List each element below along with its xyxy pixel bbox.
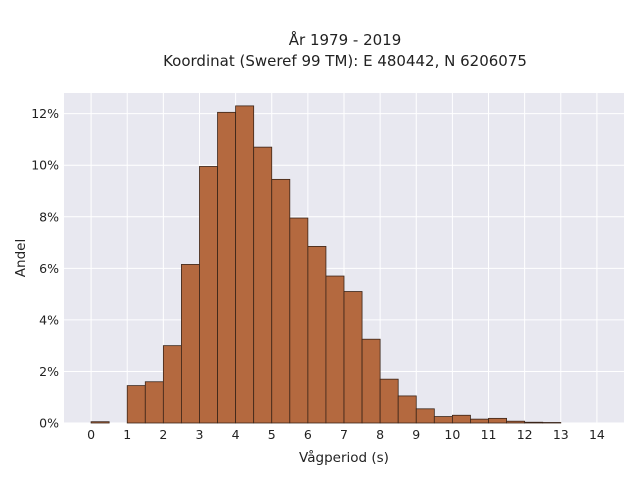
y-tick-label: 4% — [39, 312, 59, 327]
y-tick-label: 10% — [31, 158, 59, 173]
histogram-bar — [162, 345, 182, 424]
y-tick-label: 2% — [39, 364, 59, 379]
x-axis-label: Vågperiod (s) — [299, 449, 389, 466]
histogram-bar — [415, 408, 435, 424]
histogram-bar — [181, 264, 200, 424]
y-tick-label: 8% — [39, 209, 59, 224]
histogram-bar — [289, 217, 309, 424]
histogram-bar — [542, 422, 562, 424]
y-axis-label: Andel — [13, 239, 29, 277]
x-tick-label: 14 — [589, 427, 605, 442]
histogram-bar — [506, 420, 526, 424]
histogram-bar — [253, 146, 273, 424]
x-tick-label: 13 — [553, 427, 569, 442]
histogram-bar — [470, 418, 489, 424]
histogram-bar — [90, 421, 110, 424]
bars — [90, 105, 562, 424]
histogram-bar — [433, 416, 453, 424]
chart-title: År 1979 - 2019 — [289, 30, 402, 49]
histogram-bar — [451, 414, 471, 424]
histogram-bar — [379, 378, 399, 424]
histogram-bar — [144, 381, 164, 424]
histogram-bar — [397, 395, 417, 424]
histogram-bar — [235, 105, 255, 424]
histogram-bar — [126, 385, 146, 424]
histogram-bar — [325, 275, 345, 424]
x-tick-label: 12 — [517, 427, 533, 442]
x-tick-label: 1 — [123, 427, 131, 442]
grid-lines — [64, 93, 624, 424]
x-tick-label: 3 — [196, 427, 204, 442]
histogram-bar — [361, 338, 381, 424]
y-tick-label: 0% — [39, 416, 59, 431]
x-tick-label: 0 — [87, 427, 95, 442]
y-tick-label: 6% — [39, 261, 59, 276]
histogram-bar — [199, 166, 218, 424]
y-axis-ticks: 0% 2% 4% 6% 8% 10% 12% — [31, 106, 59, 430]
x-tick-label: 4 — [232, 427, 240, 442]
x-tick-label: 8 — [376, 427, 384, 442]
x-tick-label: 10 — [444, 427, 460, 442]
x-tick-label: 9 — [412, 427, 420, 442]
x-axis-ticks: 0 1 2 3 4 5 6 7 8 9 10 11 12 13 14 — [87, 427, 605, 442]
x-tick-label: 6 — [304, 427, 312, 442]
x-tick-label: 7 — [340, 427, 348, 442]
histogram-bar — [524, 421, 544, 424]
histogram-bar — [343, 291, 363, 424]
histogram-bar — [271, 178, 291, 424]
x-tick-label: 11 — [481, 427, 497, 442]
histogram-bar — [217, 111, 237, 424]
chart-subtitle: Koordinat (Sweref 99 TM): E 480442, N 62… — [163, 52, 527, 70]
histogram-bar — [307, 245, 327, 424]
histogram-bar — [488, 417, 507, 424]
x-tick-label: 5 — [268, 427, 276, 442]
x-tick-label: 2 — [159, 427, 167, 442]
y-tick-label: 12% — [31, 106, 59, 121]
